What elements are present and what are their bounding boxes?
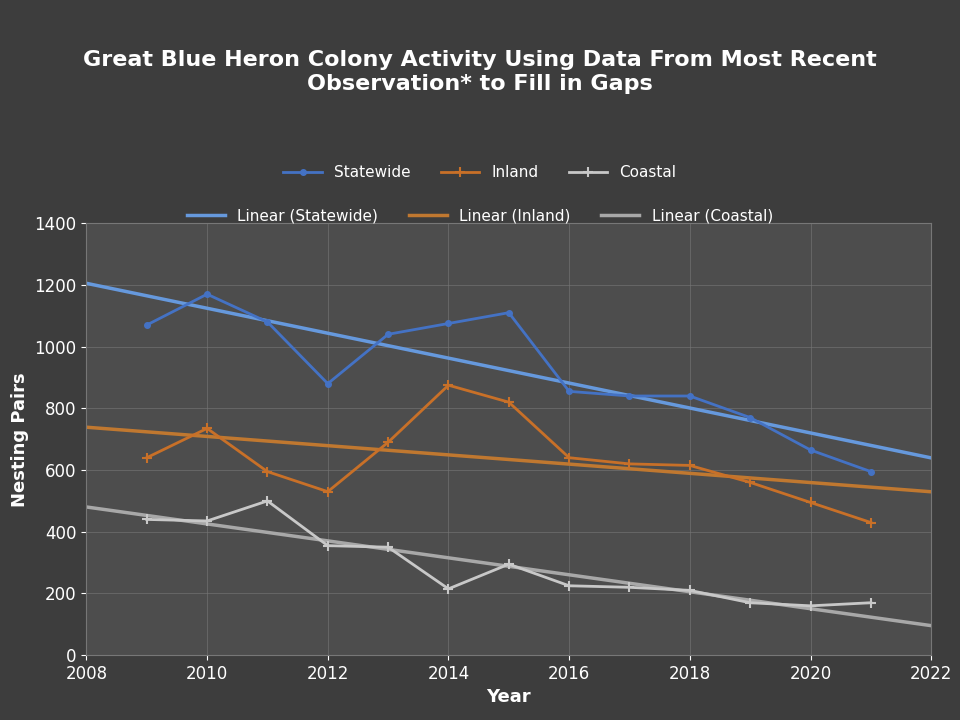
- Statewide: [322, 379, 333, 388]
- Line: Statewide: Statewide: [144, 292, 874, 474]
- Legend: Linear (Statewide), Linear (Inland), Linear (Coastal): Linear (Statewide), Linear (Inland), Lin…: [180, 202, 780, 229]
- Coastal: [382, 543, 394, 552]
- Line: Coastal: Coastal: [142, 496, 876, 611]
- Coastal: [322, 541, 333, 550]
- Statewide: [202, 290, 213, 299]
- Inland: [141, 454, 153, 462]
- Inland: [744, 478, 756, 487]
- Inland: [443, 381, 454, 390]
- Statewide: [564, 387, 575, 396]
- Coastal: [564, 582, 575, 590]
- Coastal: [443, 585, 454, 593]
- Coastal: [503, 560, 515, 569]
- Coastal: [804, 601, 816, 610]
- Coastal: [624, 583, 636, 592]
- Inland: [865, 518, 876, 527]
- Legend: Statewide, Inland, Coastal: Statewide, Inland, Coastal: [277, 159, 683, 186]
- Statewide: [503, 308, 515, 317]
- Inland: [804, 498, 816, 507]
- Inland: [322, 487, 333, 496]
- Statewide: [865, 467, 876, 476]
- Statewide: [141, 320, 153, 329]
- Coastal: [744, 598, 756, 607]
- Text: Great Blue Heron Colony Activity Using Data From Most Recent
Observation* to Fil: Great Blue Heron Colony Activity Using D…: [84, 50, 876, 94]
- Statewide: [624, 392, 636, 400]
- Statewide: [804, 446, 816, 454]
- Coastal: [262, 497, 274, 505]
- Statewide: [684, 392, 696, 400]
- Statewide: [382, 330, 394, 338]
- Coastal: [684, 586, 696, 595]
- Statewide: [744, 413, 756, 422]
- Inland: [684, 461, 696, 469]
- Inland: [262, 467, 274, 476]
- Inland: [503, 398, 515, 407]
- Statewide: [443, 319, 454, 328]
- Coastal: [865, 598, 876, 607]
- X-axis label: Year: Year: [487, 688, 531, 706]
- Line: Inland: Inland: [142, 380, 876, 527]
- Inland: [202, 424, 213, 433]
- Coastal: [141, 515, 153, 523]
- Y-axis label: Nesting Pairs: Nesting Pairs: [11, 372, 29, 506]
- Inland: [382, 438, 394, 446]
- Statewide: [262, 318, 274, 326]
- Inland: [564, 454, 575, 462]
- Coastal: [202, 517, 213, 526]
- Inland: [624, 459, 636, 468]
